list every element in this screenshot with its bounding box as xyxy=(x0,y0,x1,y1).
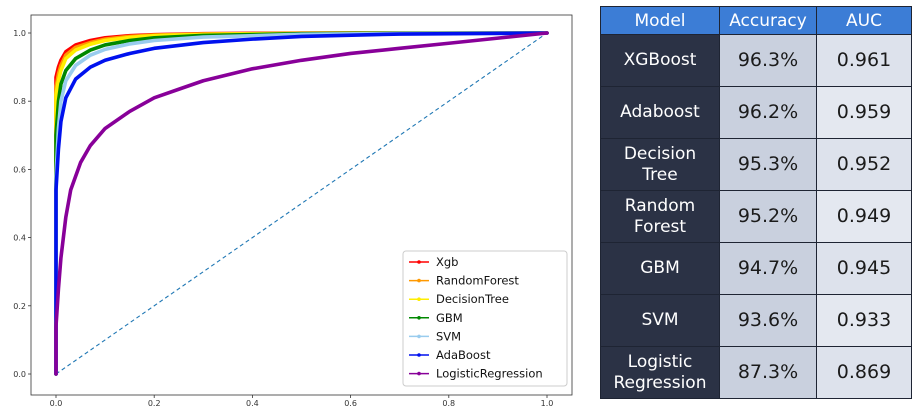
x-tick-label: 0.4 xyxy=(246,399,259,408)
table-row: Decision Tree 95.3% 0.952 xyxy=(600,138,912,191)
header-auc: AUC xyxy=(816,6,912,35)
legend-label: SVM xyxy=(436,329,461,343)
auc-cell: 0.961 xyxy=(816,34,912,87)
table-row: XGBoost 96.3% 0.961 xyxy=(600,34,912,87)
auc-cell: 0.945 xyxy=(816,242,912,295)
table-header-row: Model Accuracy AUC xyxy=(600,6,912,35)
y-tick-label: 1.0 xyxy=(13,29,26,38)
accuracy-cell: 96.3% xyxy=(719,34,817,87)
table-row: Logistic Regression 87.3% 0.869 xyxy=(600,346,912,399)
auc-cell: 0.959 xyxy=(816,86,912,139)
series-line-logisticregression xyxy=(54,31,549,376)
legend-swatch-marker xyxy=(417,371,421,376)
accuracy-cell: 95.2% xyxy=(719,190,817,243)
header-accuracy: Accuracy xyxy=(719,6,817,35)
x-tick-label: 0.2 xyxy=(148,399,161,408)
model-name-cell: Random Forest xyxy=(600,190,720,243)
model-name-cell: GBM xyxy=(600,242,720,295)
y-tick-label: 0.8 xyxy=(13,97,26,106)
legend-label: RandomForest xyxy=(436,274,519,288)
accuracy-cell: 96.2% xyxy=(719,86,817,139)
y-tick-label: 0.2 xyxy=(13,302,26,311)
model-name-cell: Logistic Regression xyxy=(600,346,720,399)
accuracy-cell: 93.6% xyxy=(719,294,817,347)
legend-swatch-marker xyxy=(417,297,421,302)
y-tick-label: 0.0 xyxy=(13,370,26,379)
model-name-cell: Adaboost xyxy=(600,86,720,139)
y-tick-label: 0.6 xyxy=(13,165,26,174)
auc-cell: 0.949 xyxy=(816,190,912,243)
model-name-cell: SVM xyxy=(600,294,720,347)
metrics-body: XGBoost 96.3% 0.961 Adaboost 96.2% 0.959 Decis… xyxy=(600,34,912,399)
series-line-svm xyxy=(54,31,549,376)
x-tick-label: 0.0 xyxy=(50,399,63,408)
x-tick-label: 1.0 xyxy=(541,399,554,408)
table-row: Adaboost 96.2% 0.959 xyxy=(600,86,912,139)
legend-box xyxy=(402,250,568,387)
table-row: GBM 94.7% 0.945 xyxy=(600,242,912,295)
accuracy-cell: 94.7% xyxy=(719,242,817,295)
legend-label: LogisticRegression xyxy=(436,367,543,381)
legend-swatch-marker xyxy=(417,334,421,339)
auc-cell: 0.869 xyxy=(816,346,912,399)
legend-swatch-marker xyxy=(417,353,421,357)
accuracy-cell: 87.3% xyxy=(719,346,817,399)
legend-swatch-marker xyxy=(417,316,421,320)
auc-cell: 0.933 xyxy=(816,294,912,347)
table-row: Random Forest 95.2% 0.949 xyxy=(600,190,912,243)
model-name-cell: Decision Tree xyxy=(600,138,720,191)
reference-diagonal-line xyxy=(55,32,548,375)
metrics-table: Model Accuracy AUC XGBoost 96.3% 0.961 Adab… xyxy=(600,6,912,399)
x-tick-label: 0.6 xyxy=(344,399,357,408)
auc-cell: 0.952 xyxy=(816,138,912,191)
roc-chart: 0.0 0.2 0.4 0.6 0.8 1.0 0.0 0.2 0.4 0.6 0.8 1.0 Xgb R… xyxy=(13,14,573,408)
y-tick-label: 0.4 xyxy=(13,234,26,243)
legend-label: Xgb xyxy=(436,255,458,269)
accuracy-cell: 95.3% xyxy=(719,138,817,191)
legend-swatch-marker xyxy=(417,278,421,283)
legend-swatch-marker xyxy=(417,260,421,264)
legend-label: DecisionTree xyxy=(436,292,509,306)
model-name-cell: XGBoost xyxy=(600,34,720,87)
legend-label: GBM xyxy=(436,311,463,325)
x-tick-label: 0.8 xyxy=(442,399,455,408)
legend-label: AdaBoost xyxy=(436,348,491,362)
table-row: SVM 93.6% 0.933 xyxy=(600,294,912,347)
series-line-adaboost xyxy=(54,31,549,376)
header-model: Model xyxy=(600,6,720,35)
